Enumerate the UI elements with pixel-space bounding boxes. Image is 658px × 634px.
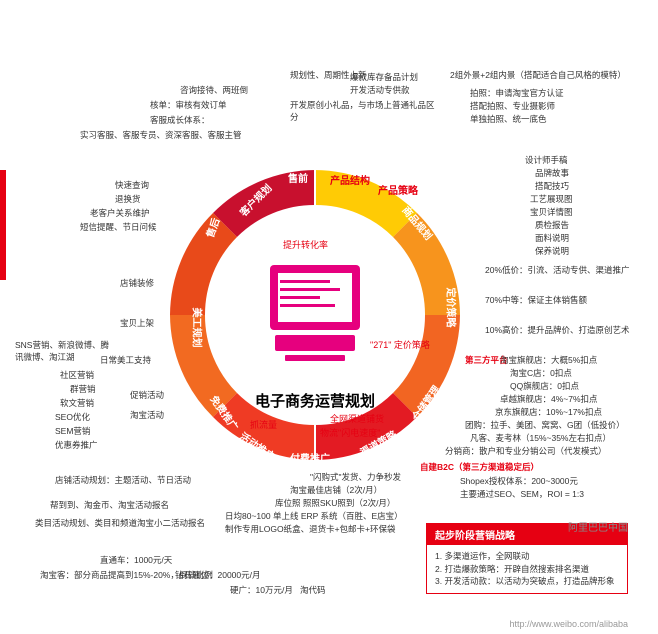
bops-3: 库位照 照照SKU照到（2次/月）	[275, 498, 395, 510]
top-4: 开发原创小礼品，与市场上普通礼品区分	[290, 100, 440, 124]
inner-conv: 提升转化率	[283, 238, 328, 251]
rd-3: 搭配技巧	[535, 181, 569, 193]
la-2: 退换货	[115, 194, 141, 206]
bp-1: 直通车：1000元/天	[100, 555, 172, 567]
rd-4: 工艺展现图	[530, 194, 573, 206]
inner-flow: 抓流量	[250, 418, 277, 431]
rplat-2: 淘宝C店：0扣点	[510, 368, 572, 380]
rplat-6: 团购：拉手、美团、窝窝、G团（低投价）	[465, 420, 625, 432]
strategy-item-2: 2. 打造爆款策略：开辟自然搜索排名渠道	[435, 563, 619, 576]
seg-meigong: 美工规划	[191, 308, 206, 348]
seg-chanpin: 产品结构	[330, 172, 370, 187]
lf-6: SEM营销	[55, 426, 90, 438]
rd-8: 保养说明	[535, 246, 569, 258]
ul-2: 核单：审核有效订单	[150, 100, 227, 112]
rplat-7: 凡客、麦考林（15%~35%左右扣点）	[470, 433, 611, 445]
lf-2: 社区营销	[60, 370, 94, 382]
brand-label: 阿里巴巴中国	[568, 519, 628, 534]
rplat-1: 淘宝旗舰店：大概5%扣点	[500, 355, 597, 367]
lf-4: 软文营销	[60, 398, 94, 410]
lp-2: 帮到到、淘金币、淘宝活动报名	[50, 500, 220, 512]
seg-shouqian: 售前	[288, 170, 308, 185]
strategy-item-1: 1. 多渠道运作，全网联动	[435, 550, 619, 563]
seg-fufeituiguang: 付费推广	[290, 450, 330, 465]
topright-s1: 拍照：申请淘宝官方认证	[470, 88, 564, 100]
bops-1: "闪购式"发货、力争秒发	[310, 472, 401, 484]
center-title: 电子商务运营规划	[250, 390, 380, 411]
rp-3: 10%高价：提升品牌价、打造原创艺术	[485, 325, 645, 337]
rp-2: 70%中等：保证主体销售额	[485, 295, 635, 307]
top-3: 开发活动专供款	[350, 85, 410, 97]
inner-quanwang: 全网渠道铺货	[330, 412, 384, 425]
rp-1: 20%低价：引流、活动专供、渠道推广	[485, 265, 635, 277]
b2c-h: 自建B2C（第三方渠道稳定后）	[420, 462, 539, 474]
strategy-item-3: 3. 开发活动款：以活动为突破点，打造品牌形象	[435, 575, 619, 588]
top-2: 爆款库存备品计划	[350, 72, 418, 84]
rd-1: 设计师手稿	[525, 155, 568, 167]
lf-3: 群营销	[70, 384, 96, 396]
rplat-4: 卓越旗舰店：4%~7%扣点	[500, 394, 598, 406]
center-computer-icon	[250, 260, 380, 380]
topright-note: 2组外景+2组内景（搭配适合自己风格的模特）	[450, 70, 630, 82]
ul-1: 咨询接待、两班倒	[180, 85, 248, 97]
bp-5: 淘代码	[300, 585, 326, 597]
act-1: 促销活动	[130, 390, 164, 402]
bops-5: 制作专用LOGO纸盒、退货卡+包邮卡+环保袋	[225, 524, 396, 536]
lp-1: 店铺活动规划：主题活动、节日活动	[55, 475, 225, 487]
la-1: 快速查询	[115, 180, 149, 192]
lf-1: SNS营销、新浪微博、腾讯微博、淘江湖	[15, 340, 110, 364]
bops-2: 淘宝最佳店铺（2次/月）	[290, 485, 382, 497]
lp-3: 类目活动规划、类目和频道淘宝小二活动报名	[35, 518, 235, 530]
watermark-url: http://www.weibo.com/alibaba	[509, 619, 628, 629]
b2c-2: 主要通过SEO、SEM，ROI = 1:3	[460, 489, 620, 501]
seg-chanpincelue: 产品策略	[378, 182, 418, 197]
lart-2: 宝贝上架	[120, 318, 154, 330]
act-2: 淘宝活动	[130, 410, 164, 422]
la-3: 老客户关系维护	[90, 208, 150, 220]
seg-dingjia: 定价策略	[445, 288, 460, 328]
ul-4: 实习客服、客服专员、资深客服、客服主管	[80, 130, 242, 142]
inner-271: "271" 定价策略	[370, 338, 430, 351]
lf-7: 优惠券推广	[55, 440, 98, 452]
rd-5: 宝贝详情图	[530, 207, 573, 219]
rd-7: 面料说明	[535, 233, 569, 245]
la-4: 短信提醒、节日问候	[80, 222, 157, 234]
rplat-8: 分销商：散户和专业分销公司（代发模式）	[445, 446, 607, 458]
lart-1: 店铺装修	[120, 278, 154, 290]
topright-s2: 搭配拍照、专业摄影师	[470, 101, 555, 113]
inner-wuliu: 物流"闪电速度"	[320, 426, 380, 439]
rd-6: 质检报告	[535, 220, 569, 232]
lf-5: SEO优化	[55, 412, 90, 424]
strategy-body: 1. 多渠道运作，全网联动 2. 打造爆款策略：开辟自然搜索排名渠道 3. 开发…	[427, 545, 627, 593]
rplat-5: 京东旗舰店：10%~17%扣点	[495, 407, 602, 419]
bp-3: 钻石展位：20000元/月	[175, 570, 261, 582]
topright-s3: 单独拍照、统一底色	[470, 114, 547, 126]
rplat-3: QQ旗舰店：0扣点	[510, 381, 579, 393]
ul-3: 客服成长体系：	[150, 115, 210, 127]
bops-4: 日均80~100 单上线 ERP 系统（百胜、E店宝）	[225, 511, 403, 523]
bp-4: 硬广：10万元/月	[230, 585, 293, 597]
b2c-1: Shopex授权体系：200~3000元	[460, 476, 578, 488]
rd-2: 品牌故事	[535, 168, 569, 180]
